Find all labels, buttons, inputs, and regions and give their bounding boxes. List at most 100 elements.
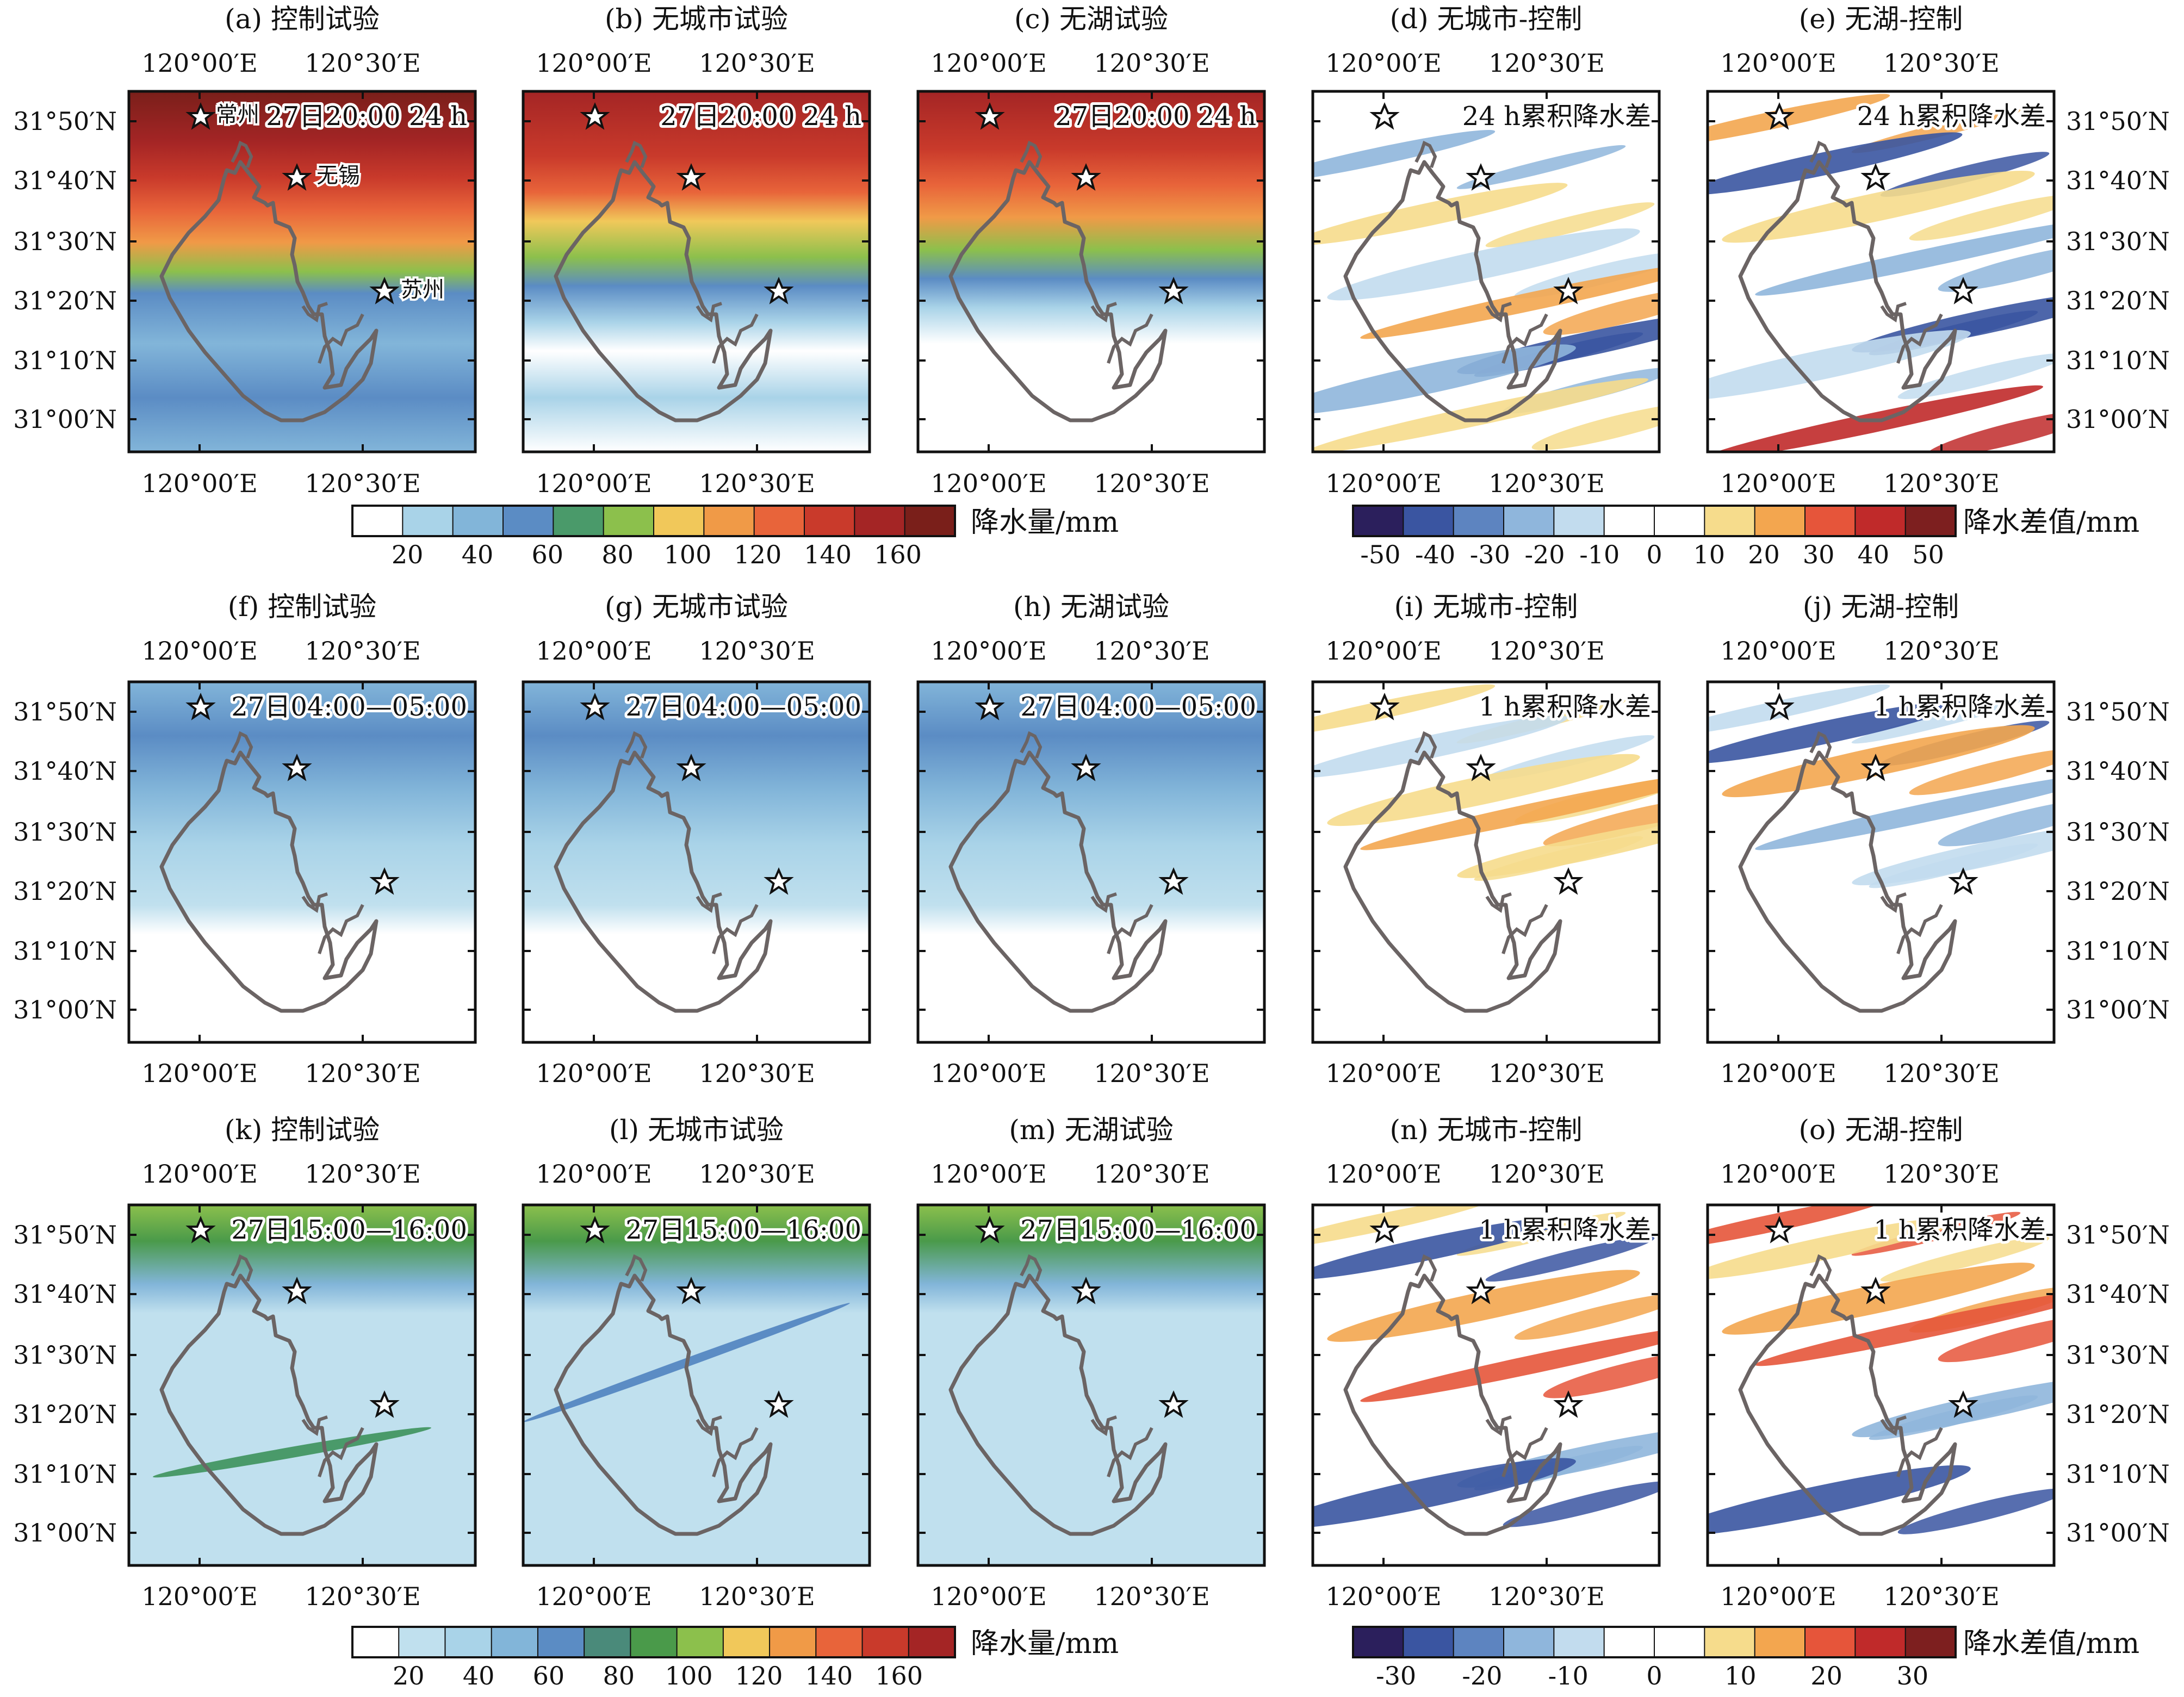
colorbar-tick-label: 50 <box>1912 540 1944 569</box>
panel-title: (g) 无城市试验 <box>605 591 788 623</box>
lon-tick-label: 120°00′E <box>141 636 257 666</box>
contour-band <box>1503 1481 1659 1527</box>
lat-tick-label: 31°30′N <box>13 1340 117 1370</box>
colorbar-swatch <box>1353 506 1404 536</box>
panel-title: (b) 无城市试验 <box>605 3 788 35</box>
colorbar-swatch <box>630 1627 678 1657</box>
colorbar-tick-label: -20 <box>1525 540 1565 569</box>
field-k <box>129 1205 475 1565</box>
field-e <box>1708 91 2054 452</box>
colorbar-swatch <box>553 506 604 536</box>
colorbar-swatch <box>584 1627 631 1657</box>
taihu-lake-outline <box>1414 731 1548 954</box>
panel-frame <box>1311 1203 1661 1567</box>
panel-annotation: 27日20:00 24 h <box>1055 101 1256 132</box>
panel-n: (n) 无城市-控制 120°00′E 120°00′E 120°30′E 120°30… <box>1311 1114 1661 1611</box>
lon-tick-label: 120°30′E <box>305 1582 420 1611</box>
colorbar-label: 降水量/mm <box>971 506 1119 539</box>
lon-tick-label: 120°30′E <box>1488 469 1604 498</box>
lat-tick-label: 31°40′N <box>2066 1279 2170 1309</box>
lon-tick-label: 120°30′E <box>305 1159 420 1189</box>
panel-annotation: 1 h累积降水差 <box>1873 692 2046 722</box>
colorbar-swatch <box>1403 506 1454 536</box>
lon-tick-label: 120°00′E <box>141 1159 257 1189</box>
contour-band <box>1327 754 1640 826</box>
lat-tick-label: 31°00′N <box>13 405 117 434</box>
colorbar-swatch <box>704 506 755 536</box>
colorbar-tick-label: 100 <box>664 540 712 569</box>
contour-band <box>1755 773 2054 850</box>
lat-tick-label: 31°40′N <box>13 1279 117 1309</box>
lon-tick-label: 120°00′E <box>1325 1159 1441 1189</box>
colorbar-label: 降水差值/mm <box>1963 506 2139 539</box>
lon-tick-label: 120°00′E <box>536 1159 652 1189</box>
taihu-lake-outline <box>554 1273 773 1536</box>
lon-tick-label: 120°30′E <box>1094 469 1209 498</box>
colorbar-swatch <box>537 1627 585 1657</box>
colorbar-swatch <box>452 506 504 536</box>
taihu-lake-outline <box>625 731 759 954</box>
lat-tick-label: 31°50′N <box>13 1220 117 1250</box>
panel-annotation: 1 h累积降水差 <box>1479 1215 1651 1245</box>
colorbar-swatch <box>1654 1627 1705 1657</box>
lon-tick-label: 120°00′E <box>536 1582 652 1611</box>
panel-c: (c) 无湖试验 120°00′E 120°00′E 120°30′E 120°30′E… <box>916 3 1266 498</box>
colorbar-swatch <box>399 1627 445 1657</box>
lon-tick-label: 120°00′E <box>1720 636 1836 666</box>
lat-tick-label: 31°00′N <box>13 995 117 1024</box>
panel-title: (a) 控制试验 <box>225 3 380 35</box>
lon-tick-label: 120°30′E <box>1488 1159 1604 1189</box>
colorbar-swatch <box>754 506 805 536</box>
lon-tick-label: 120°30′E <box>699 636 815 666</box>
taihu-lake-outline <box>948 1273 1168 1536</box>
taihu-lake-outline <box>1343 1273 1562 1536</box>
taihu-lake-outline <box>1809 1254 1943 1477</box>
colorbar-tick-label: 10 <box>1724 1661 1757 1690</box>
field-i <box>1313 682 1659 1042</box>
contour-band <box>1313 378 1648 452</box>
taihu-lake-outline <box>948 160 1168 422</box>
contour-band <box>1474 836 1643 881</box>
colorbar-swatch <box>1805 506 1856 536</box>
colorbar-frame <box>351 1626 956 1658</box>
contour-band <box>1360 1325 1659 1402</box>
colorbar-tick-label: 140 <box>805 1661 853 1690</box>
lat-tick-label: 31°10′N <box>13 346 117 375</box>
panel-title: (j) 无湖-控制 <box>1803 591 1959 623</box>
colorbar-swatch <box>1754 1627 1805 1657</box>
panel-annotation: 1 h累积降水差 <box>1873 1215 2046 1245</box>
contour-band <box>1708 385 2043 452</box>
rain-streak <box>152 1427 432 1478</box>
panel-title: (n) 无城市-控制 <box>1389 1114 1582 1146</box>
colorbar-swatch <box>1805 1627 1856 1657</box>
panel-title: (c) 无湖试验 <box>1014 3 1168 35</box>
lon-tick-label: 120°00′E <box>536 48 652 78</box>
precip-field <box>523 1205 870 1565</box>
colorbar-swatch <box>445 1627 492 1657</box>
colorbar-tick-label: -30 <box>1470 540 1510 569</box>
taihu-lake-outline <box>1414 140 1548 364</box>
colorbar-swatch <box>1504 1627 1554 1657</box>
colorbar-frame <box>351 505 956 537</box>
lat-tick-label: 31°20′N <box>2066 286 2170 315</box>
contour-band <box>1360 262 1659 339</box>
colorbar-tick-label: 140 <box>804 540 852 569</box>
lat-tick-label: 31°20′N <box>13 1400 117 1429</box>
lat-tick-label: 31°30′N <box>2066 1340 2170 1370</box>
colorbar-tick-label: 60 <box>532 540 564 569</box>
field-l <box>523 1205 870 1565</box>
contour-band <box>1708 701 1963 764</box>
contour-band <box>1938 244 2054 292</box>
panel-title: (h) 无湖试验 <box>1013 591 1169 623</box>
contour-band <box>1708 132 1963 195</box>
lon-tick-label: 120°30′E <box>305 469 420 498</box>
panel-frame <box>522 680 871 1044</box>
colorbar-tick-label: 20 <box>1748 540 1780 569</box>
lon-tick-label: 120°00′E <box>930 1582 1046 1611</box>
colorbar-swatch <box>1855 1627 1906 1657</box>
taihu-lake-outline <box>1414 1254 1548 1477</box>
colorbar-tick-label: 40 <box>1858 540 1890 569</box>
panel-i: (i) 无城市-控制 120°00′E 120°00′E 120°30′E 120°30… <box>1311 591 1661 1088</box>
colorbar-tick-label: 120 <box>735 1661 783 1690</box>
